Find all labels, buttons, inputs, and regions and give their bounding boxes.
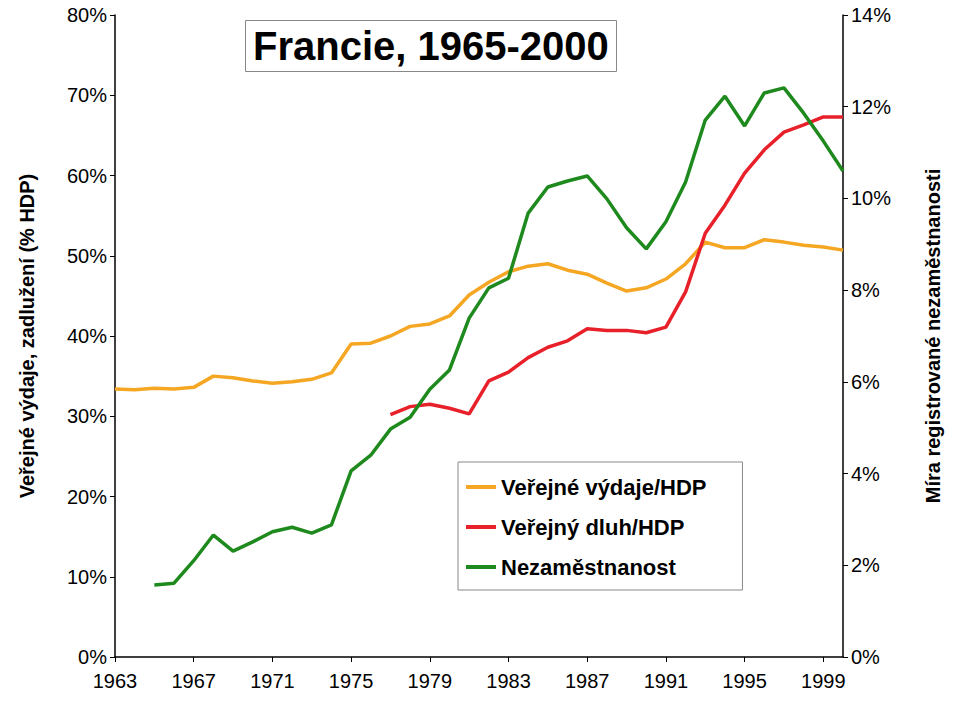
svg-text:0%: 0% xyxy=(78,646,107,668)
svg-text:1963: 1963 xyxy=(93,670,138,692)
svg-text:0%: 0% xyxy=(851,646,880,668)
svg-text:Veřejné výdaje/HDP: Veřejné výdaje/HDP xyxy=(501,475,706,500)
svg-text:40%: 40% xyxy=(67,325,107,347)
svg-text:Míra registrované nezaměstnano: Míra registrované nezaměstnanosti xyxy=(922,169,944,504)
svg-text:1983: 1983 xyxy=(486,670,531,692)
svg-text:50%: 50% xyxy=(67,245,107,267)
svg-text:1987: 1987 xyxy=(565,670,610,692)
svg-text:14%: 14% xyxy=(851,4,891,26)
svg-text:Nezaměstnanost: Nezaměstnanost xyxy=(501,555,677,580)
svg-text:1967: 1967 xyxy=(171,670,216,692)
svg-text:60%: 60% xyxy=(67,165,107,187)
svg-text:20%: 20% xyxy=(67,486,107,508)
svg-text:1999: 1999 xyxy=(801,670,846,692)
svg-text:80%: 80% xyxy=(67,4,107,26)
svg-text:1991: 1991 xyxy=(644,670,689,692)
svg-text:1979: 1979 xyxy=(408,670,453,692)
svg-text:Veřejné výdaje, zadlužení (% H: Veřejné výdaje, zadlužení (% HDP) xyxy=(16,174,38,499)
svg-text:Veřejný dluh/HDP: Veřejný dluh/HDP xyxy=(501,515,684,540)
svg-text:1975: 1975 xyxy=(329,670,374,692)
svg-text:1971: 1971 xyxy=(250,670,295,692)
svg-text:4%: 4% xyxy=(851,463,880,485)
svg-text:12%: 12% xyxy=(851,96,891,118)
svg-text:Francie, 1965-2000: Francie, 1965-2000 xyxy=(253,24,609,68)
svg-text:70%: 70% xyxy=(67,84,107,106)
svg-text:1995: 1995 xyxy=(722,670,767,692)
svg-text:8%: 8% xyxy=(851,279,880,301)
svg-text:10%: 10% xyxy=(67,566,107,588)
svg-text:6%: 6% xyxy=(851,371,880,393)
svg-text:2%: 2% xyxy=(851,554,880,576)
svg-text:30%: 30% xyxy=(67,405,107,427)
svg-text:10%: 10% xyxy=(851,187,891,209)
